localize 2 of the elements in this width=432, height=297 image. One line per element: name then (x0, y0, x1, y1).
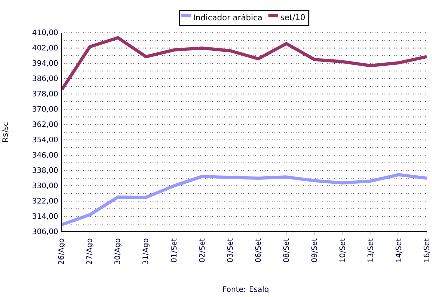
line-series (62, 173, 428, 227)
line-series (62, 36, 428, 92)
